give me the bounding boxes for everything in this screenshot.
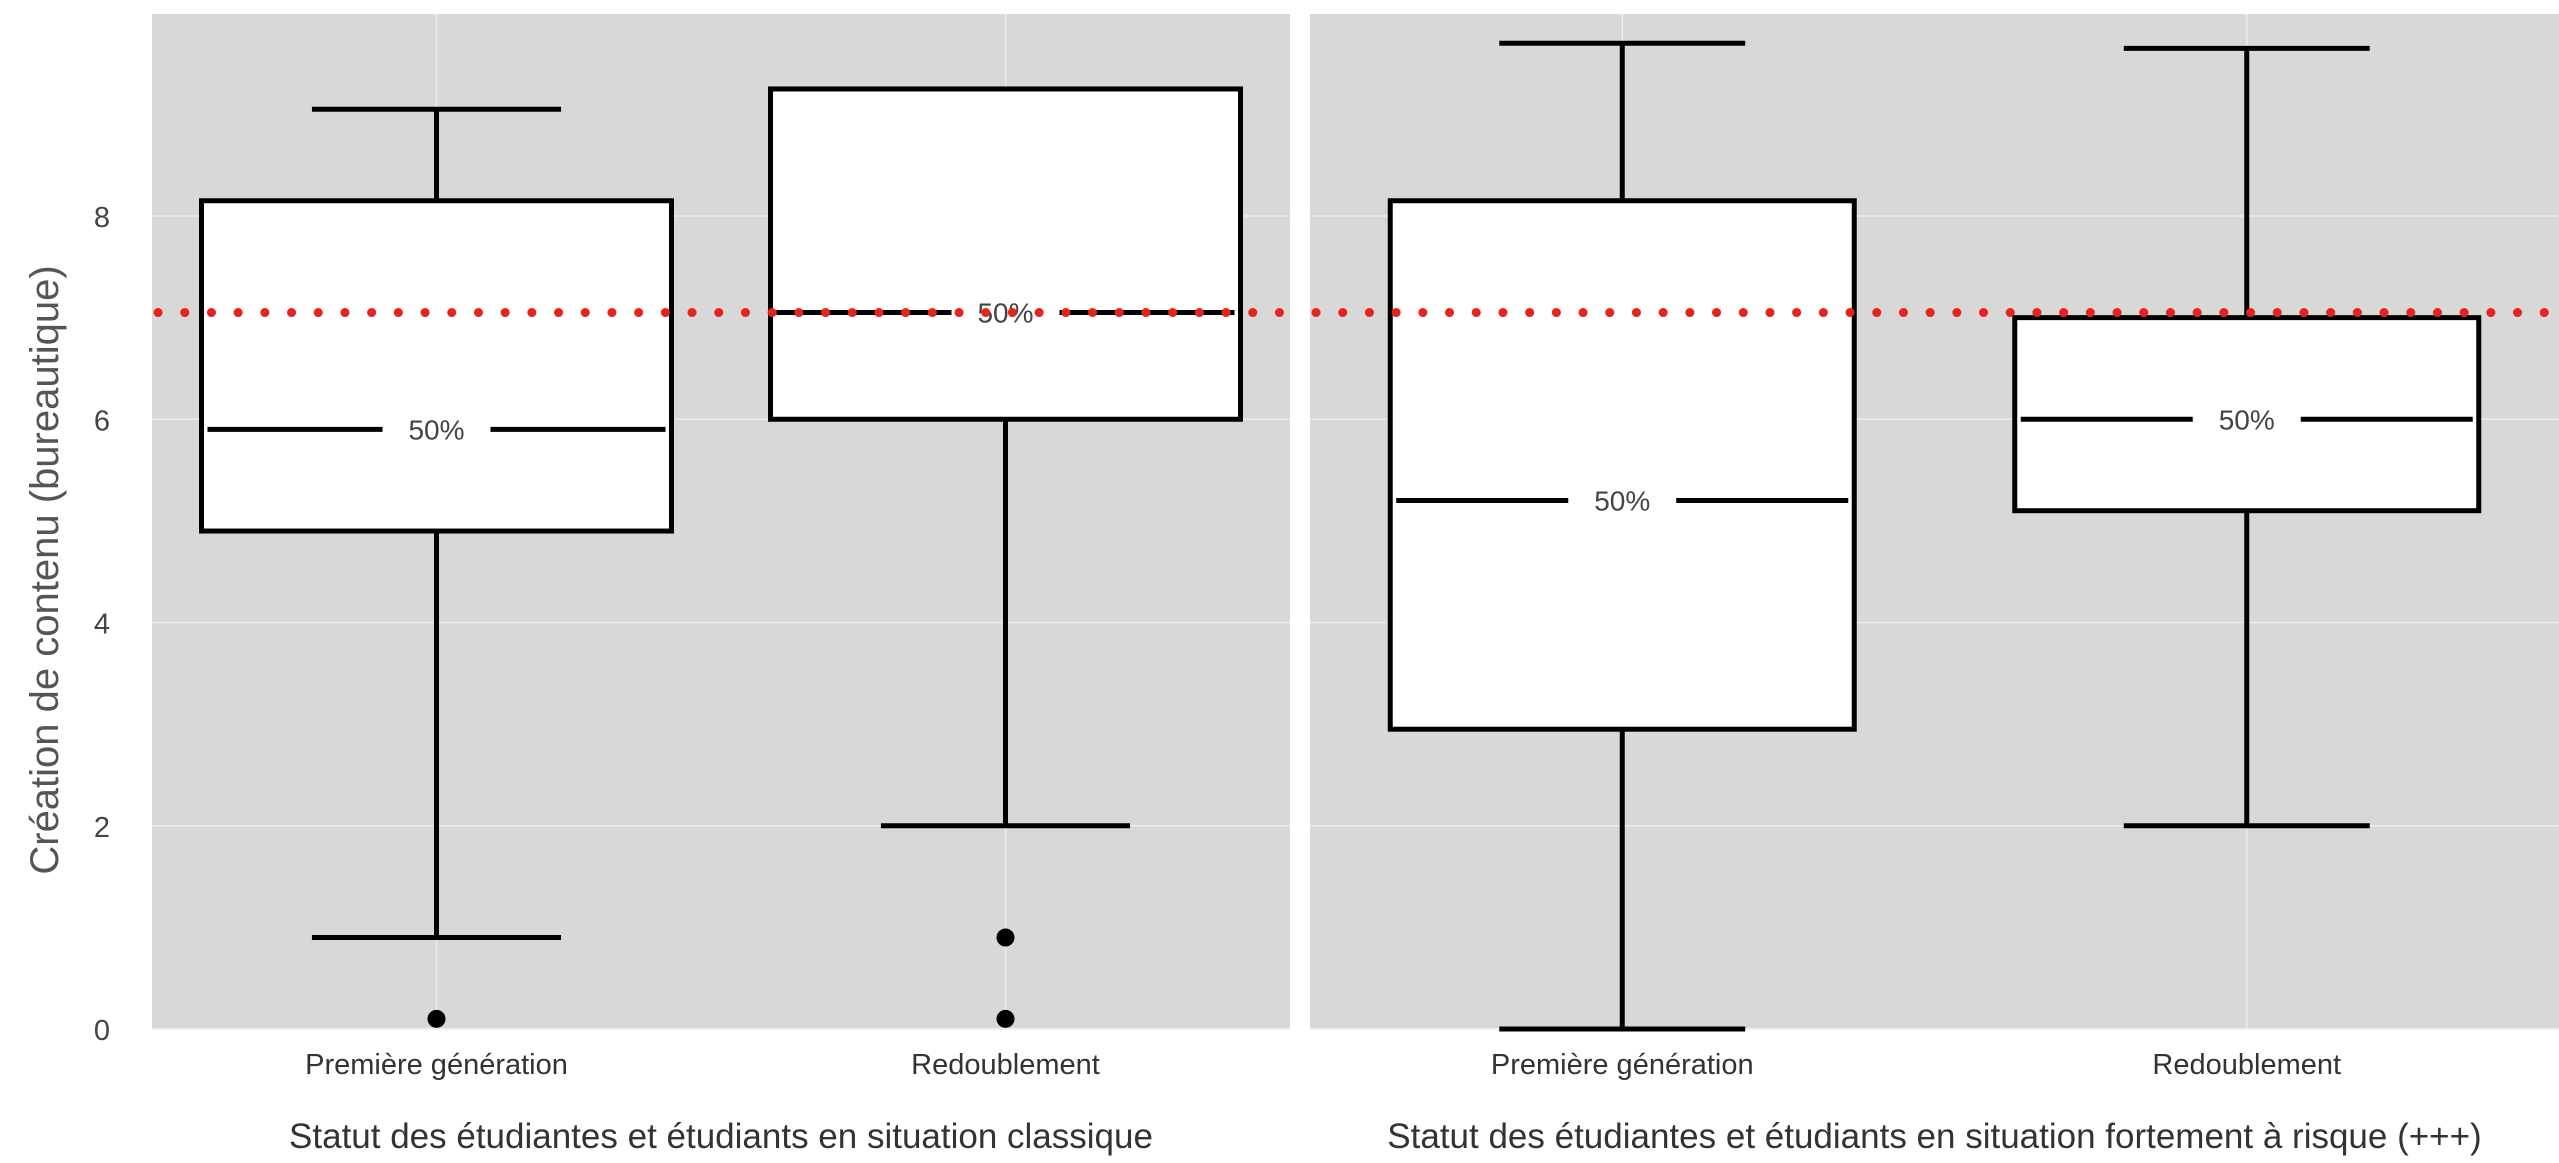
x-tick-label: Redoublement: [911, 1049, 1100, 1081]
y-tick-label: 8: [94, 202, 110, 234]
y-tick-label: 6: [94, 405, 110, 437]
x-tick-label: Première génération: [305, 1049, 568, 1081]
box-redoublement: 50%: [768, 86, 1243, 1028]
iqr-box: [1387, 198, 1857, 732]
y-tick-label: 0: [94, 1015, 110, 1047]
x-tick-label: Redoublement: [2152, 1049, 2341, 1081]
y-tick-label: 2: [94, 812, 110, 844]
chart-panel-1: 0 2 4 6 8 50% 50% Première génération Redoubleme…: [94, 14, 1295, 1156]
box-premiere-generation: 50%: [1387, 40, 1857, 1032]
iqr-box: [199, 198, 674, 534]
chart-panels: 0 2 4 6 8 50% 50% Première génération Redoubleme…: [94, 14, 2559, 1156]
box-premiere-generation: 50%: [199, 106, 674, 1028]
x-tick-label: Première génération: [1491, 1049, 1754, 1081]
x-axis-label: Statut des étudiantes et étudiants en si…: [1387, 1117, 2481, 1156]
y-tick-label: 4: [94, 609, 110, 641]
box-redoublement: 50%: [2012, 45, 2482, 829]
median-label: 50%: [2219, 404, 2275, 435]
outlier-point: [427, 1009, 446, 1028]
x-axis-label: Statut des étudiantes et étudiants en si…: [289, 1117, 1153, 1156]
median-label: 50%: [408, 414, 464, 445]
y-axis-label: Création de contenu (bureautique): [23, 265, 67, 874]
chart-panel-2: 50% 50% Première génération Redoublement Sta…: [1310, 14, 2559, 1156]
outlier-point: [996, 1009, 1015, 1028]
median-label: 50%: [1594, 486, 1650, 517]
iqr-box: [2012, 315, 2482, 514]
outlier-point: [996, 928, 1015, 947]
iqr-box: [768, 86, 1243, 422]
